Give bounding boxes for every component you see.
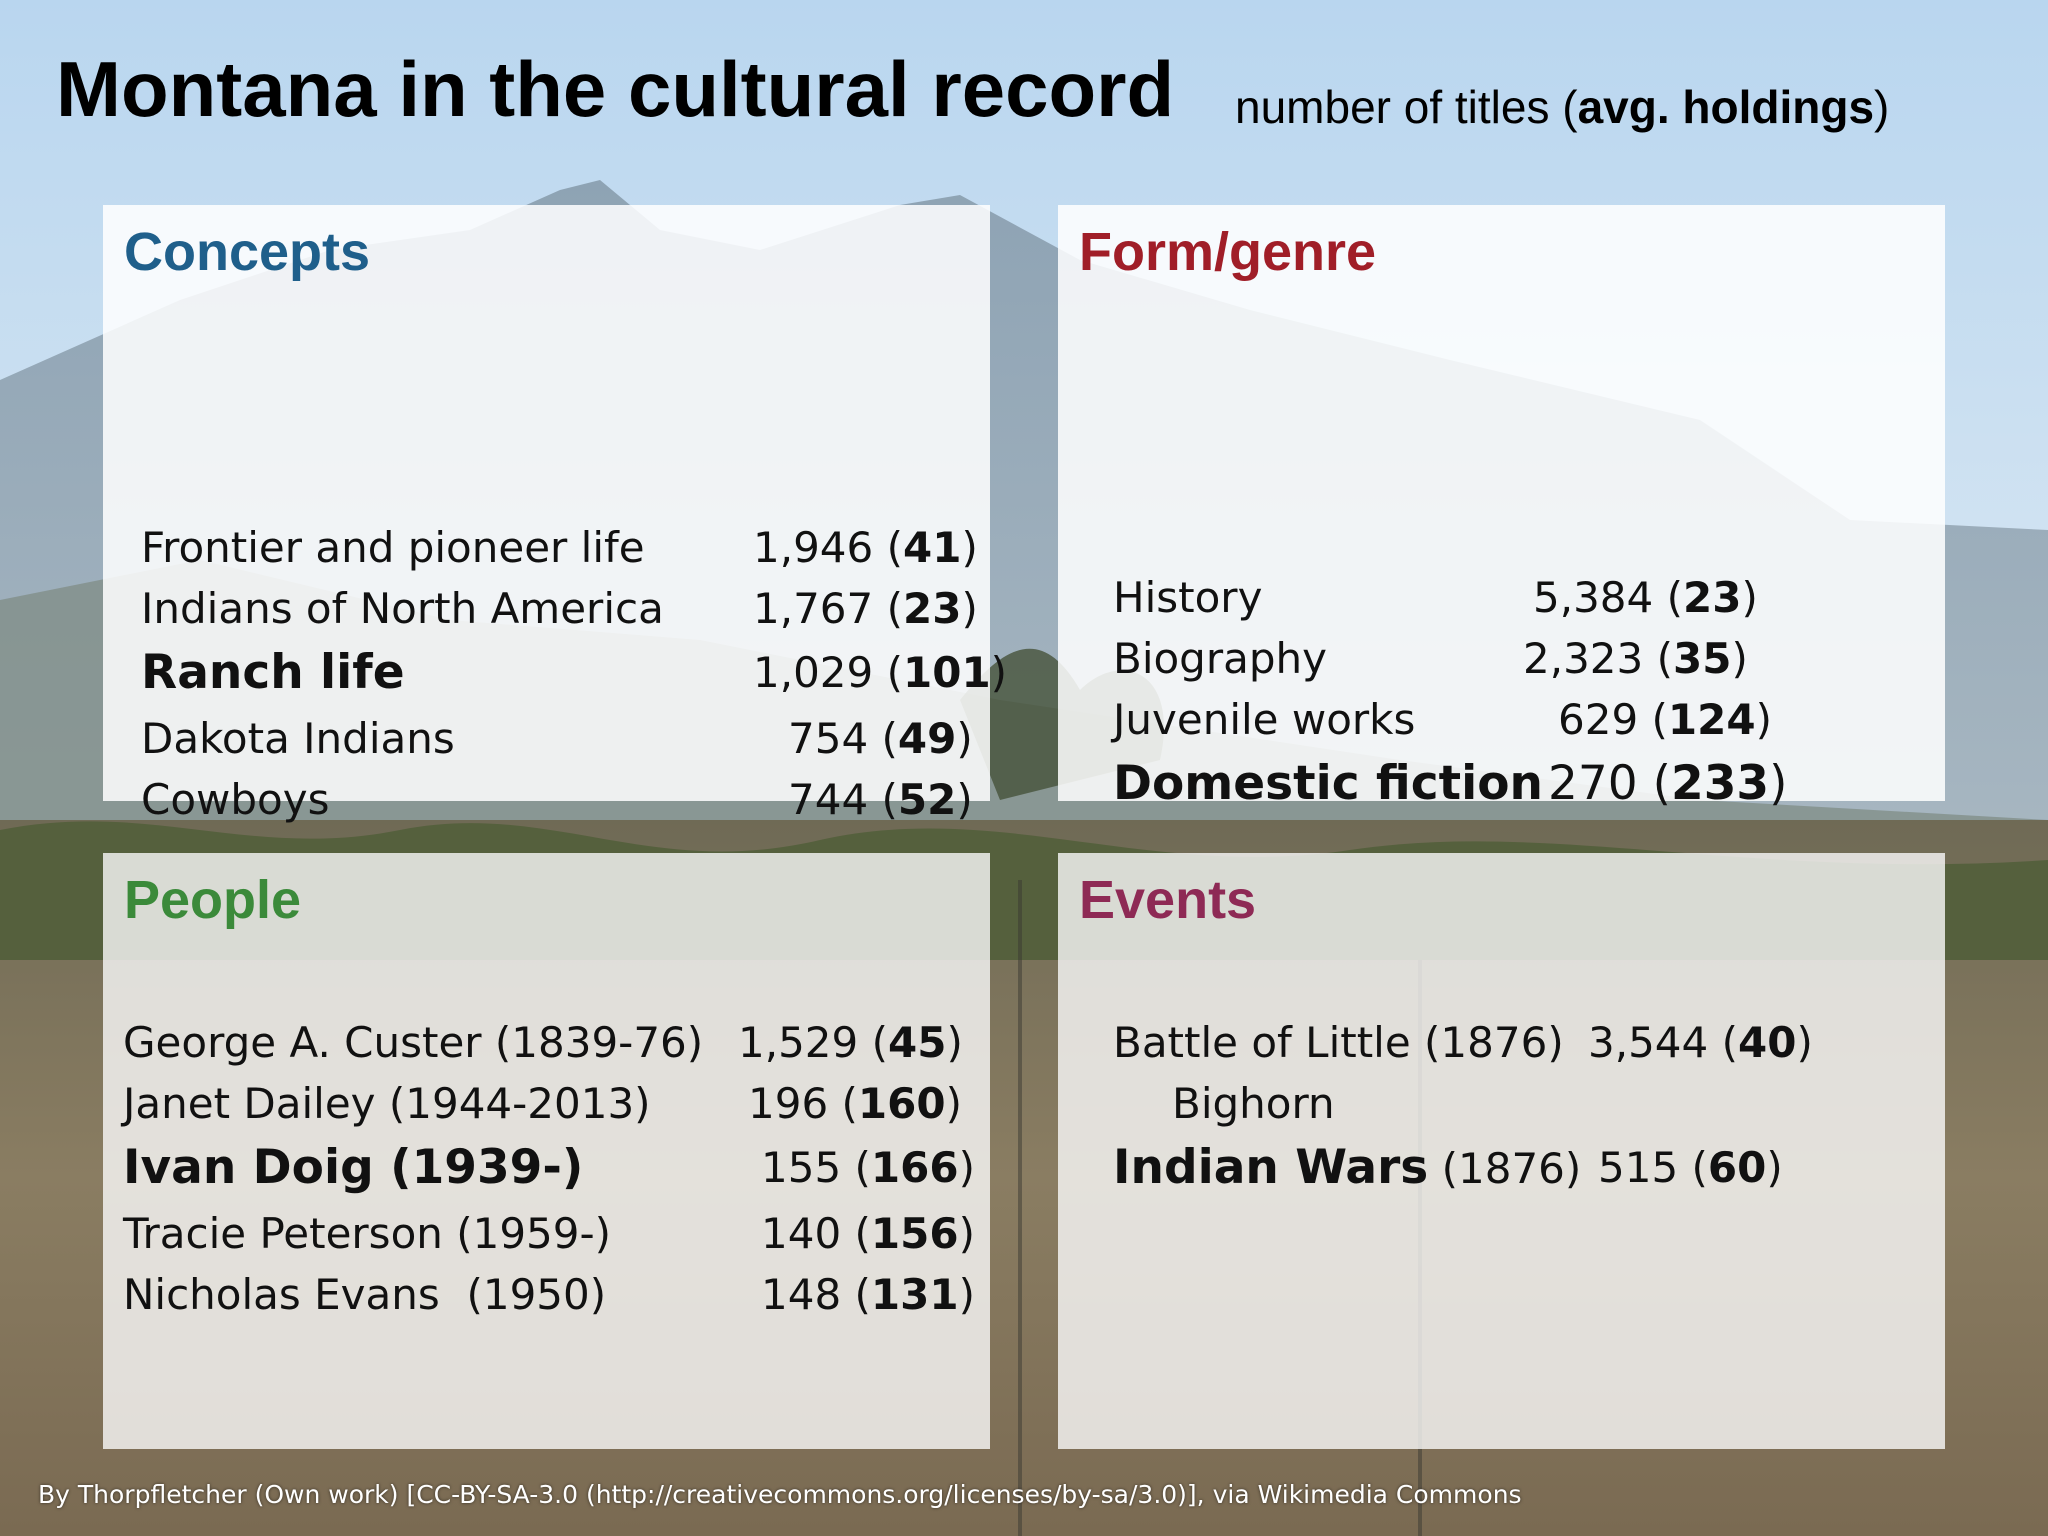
count: 140 bbox=[761, 1209, 842, 1258]
concepts-row-value: 1,946 (41) bbox=[753, 523, 978, 572]
avg-holdings: 45 bbox=[888, 1018, 947, 1067]
form-genre-row-label: History bbox=[1113, 573, 1263, 622]
form-genre-panel-title: Form/genre bbox=[1079, 222, 1377, 282]
form-genre-row-label: Domestic fiction bbox=[1113, 756, 1543, 811]
events-row: Battle of Little (1876) Bighorn 3,544 (4… bbox=[1058, 1017, 1945, 1128]
concepts-row: Frontier and pioneer life 1,946 (41) bbox=[103, 522, 990, 584]
concepts-row-label: Indians of North America bbox=[141, 584, 664, 633]
people-row-label: Tracie Peterson (1959-) bbox=[123, 1209, 612, 1258]
people-row: George A. Custer (1839-76) 1,529 (45) bbox=[103, 1017, 990, 1079]
people-row-value: 140 (156) bbox=[761, 1209, 975, 1258]
avg-holdings: 49 bbox=[897, 714, 957, 763]
people-row-label: Ivan Doig (1939-) bbox=[123, 1140, 584, 1195]
events-row-label-bold: Indian Wars bbox=[1113, 1140, 1429, 1195]
count: 155 bbox=[761, 1143, 842, 1192]
avg-holdings: 101 bbox=[903, 648, 991, 697]
count: 515 bbox=[1598, 1143, 1679, 1192]
avg-holdings: 124 bbox=[1667, 695, 1756, 744]
events-row-label-continued: Bighorn bbox=[1172, 1079, 1335, 1128]
concepts-row-label: Cowboys bbox=[141, 775, 330, 824]
count: 3,544 bbox=[1588, 1018, 1709, 1067]
people-row-value: 148 (131) bbox=[761, 1270, 975, 1319]
avg-holdings: 60 bbox=[1707, 1143, 1767, 1192]
count: 1,029 bbox=[753, 648, 874, 697]
concepts-row-highlighted: Ranch life 1,029 (101) bbox=[103, 645, 1007, 709]
subtitle-bold: avg. holdings bbox=[1577, 81, 1875, 133]
people-row: Tracie Peterson (1959-) 140 (156) bbox=[103, 1208, 990, 1270]
form-genre-row-value: 270 (233) bbox=[1548, 756, 1788, 811]
concepts-row-value: 1,029 (101) bbox=[753, 648, 1008, 697]
events-row-label-rest: (1876) bbox=[1428, 1144, 1582, 1193]
people-row-label: Nicholas Evans (1950) bbox=[123, 1270, 607, 1319]
concepts-panel: Concepts Frontier and pioneer life 1,946… bbox=[103, 205, 1007, 824]
events-panel: Events Battle of Little (1876) Bighorn 3… bbox=[1058, 853, 1945, 1449]
avg-holdings: 166 bbox=[870, 1143, 959, 1192]
people-row-value: 196 (160) bbox=[748, 1079, 962, 1128]
avg-holdings: 156 bbox=[870, 1209, 959, 1258]
people-row-label: George A. Custer (1839-76) bbox=[123, 1018, 704, 1067]
count: 1,529 bbox=[738, 1018, 859, 1067]
avg-holdings: 40 bbox=[1738, 1018, 1797, 1067]
people-panel-title: People bbox=[124, 870, 302, 930]
subtitle-prefix: number of titles ( bbox=[1235, 81, 1578, 133]
count: 2,323 bbox=[1523, 634, 1644, 683]
count: 5,384 bbox=[1533, 573, 1654, 622]
events-row-value: 3,544 (40) bbox=[1588, 1018, 1813, 1067]
page-subtitle: number of titles (avg. holdings) bbox=[1235, 84, 1889, 130]
form-genre-row: History 5,384 (23) bbox=[1058, 572, 1945, 634]
people-row-value: 1,529 (45) bbox=[738, 1018, 963, 1067]
subtitle-suffix: ) bbox=[1874, 81, 1890, 133]
avg-holdings: 41 bbox=[903, 523, 962, 572]
count: 629 bbox=[1558, 695, 1639, 744]
people-row-value: 155 (166) bbox=[761, 1143, 975, 1192]
form-genre-row-highlighted: Domestic fiction 270 (233) bbox=[1058, 756, 1945, 820]
form-genre-row-value: 629 (124) bbox=[1558, 695, 1772, 744]
avg-holdings: 35 bbox=[1673, 634, 1732, 683]
events-row-value: 515 (60) bbox=[1598, 1143, 1783, 1192]
concepts-row-value: 754 (49) bbox=[788, 714, 973, 763]
people-panel: People George A. Custer (1839-76) 1,529 … bbox=[103, 853, 990, 1449]
avg-holdings: 23 bbox=[903, 584, 962, 633]
count: 270 bbox=[1548, 756, 1638, 811]
avg-holdings: 233 bbox=[1671, 756, 1770, 811]
form-genre-row: Juvenile works 629 (124) bbox=[1058, 694, 1945, 756]
page-title: Montana in the cultural record bbox=[56, 45, 1175, 133]
events-panel-title: Events bbox=[1079, 870, 1257, 930]
concepts-row: Indians of North America 1,767 (23) bbox=[103, 583, 990, 645]
events-row-highlighted: Indian Wars (1876) 515 (60) bbox=[1058, 1140, 1945, 1204]
avg-holdings: 52 bbox=[897, 775, 957, 824]
concepts-row: Dakota Indians 754 (49) bbox=[103, 713, 990, 775]
form-genre-row-value: 2,323 (35) bbox=[1523, 634, 1748, 683]
avg-holdings: 23 bbox=[1683, 573, 1742, 622]
events-row-label: Indian Wars (1876) bbox=[1113, 1137, 1581, 1200]
concepts-row-value: 744 (52) bbox=[788, 775, 973, 824]
concepts-row-label: Dakota Indians bbox=[141, 714, 455, 763]
count: 196 bbox=[748, 1079, 829, 1128]
form-genre-panel: Form/genre History 5,384 (23) Biography … bbox=[1058, 205, 1945, 811]
avg-holdings: 131 bbox=[870, 1270, 959, 1319]
events-row-label: Battle of Little (1876) bbox=[1113, 1018, 1564, 1067]
concepts-row-value: 1,767 (23) bbox=[753, 584, 978, 633]
concepts-row-label: Frontier and pioneer life bbox=[141, 523, 645, 572]
form-genre-row-value: 5,384 (23) bbox=[1533, 573, 1758, 622]
concepts-panel-title: Concepts bbox=[124, 222, 371, 282]
form-genre-row-label: Biography bbox=[1113, 634, 1327, 683]
people-row-label: Janet Dailey (1944-2013) bbox=[123, 1079, 651, 1128]
count: 148 bbox=[761, 1270, 842, 1319]
photo-credit: By Thorpfletcher (Own work) [CC-BY-SA-3.… bbox=[38, 1480, 1522, 1509]
form-genre-row-label: Juvenile works bbox=[1113, 695, 1416, 744]
people-row-highlighted: Ivan Doig (1939-) 155 (166) bbox=[103, 1140, 990, 1204]
people-row: Nicholas Evans (1950) 148 (131) bbox=[103, 1269, 990, 1331]
count: 744 bbox=[788, 775, 869, 824]
count: 1,767 bbox=[753, 584, 874, 633]
avg-holdings: 160 bbox=[857, 1079, 946, 1128]
people-row: Janet Dailey (1944-2013) 196 (160) bbox=[103, 1078, 990, 1140]
count: 1,946 bbox=[753, 523, 874, 572]
form-genre-row: Biography 2,323 (35) bbox=[1058, 633, 1945, 695]
concepts-row-label: Ranch life bbox=[141, 645, 405, 700]
count: 754 bbox=[788, 714, 869, 763]
concepts-row: Cowboys 744 (52) bbox=[103, 774, 990, 836]
